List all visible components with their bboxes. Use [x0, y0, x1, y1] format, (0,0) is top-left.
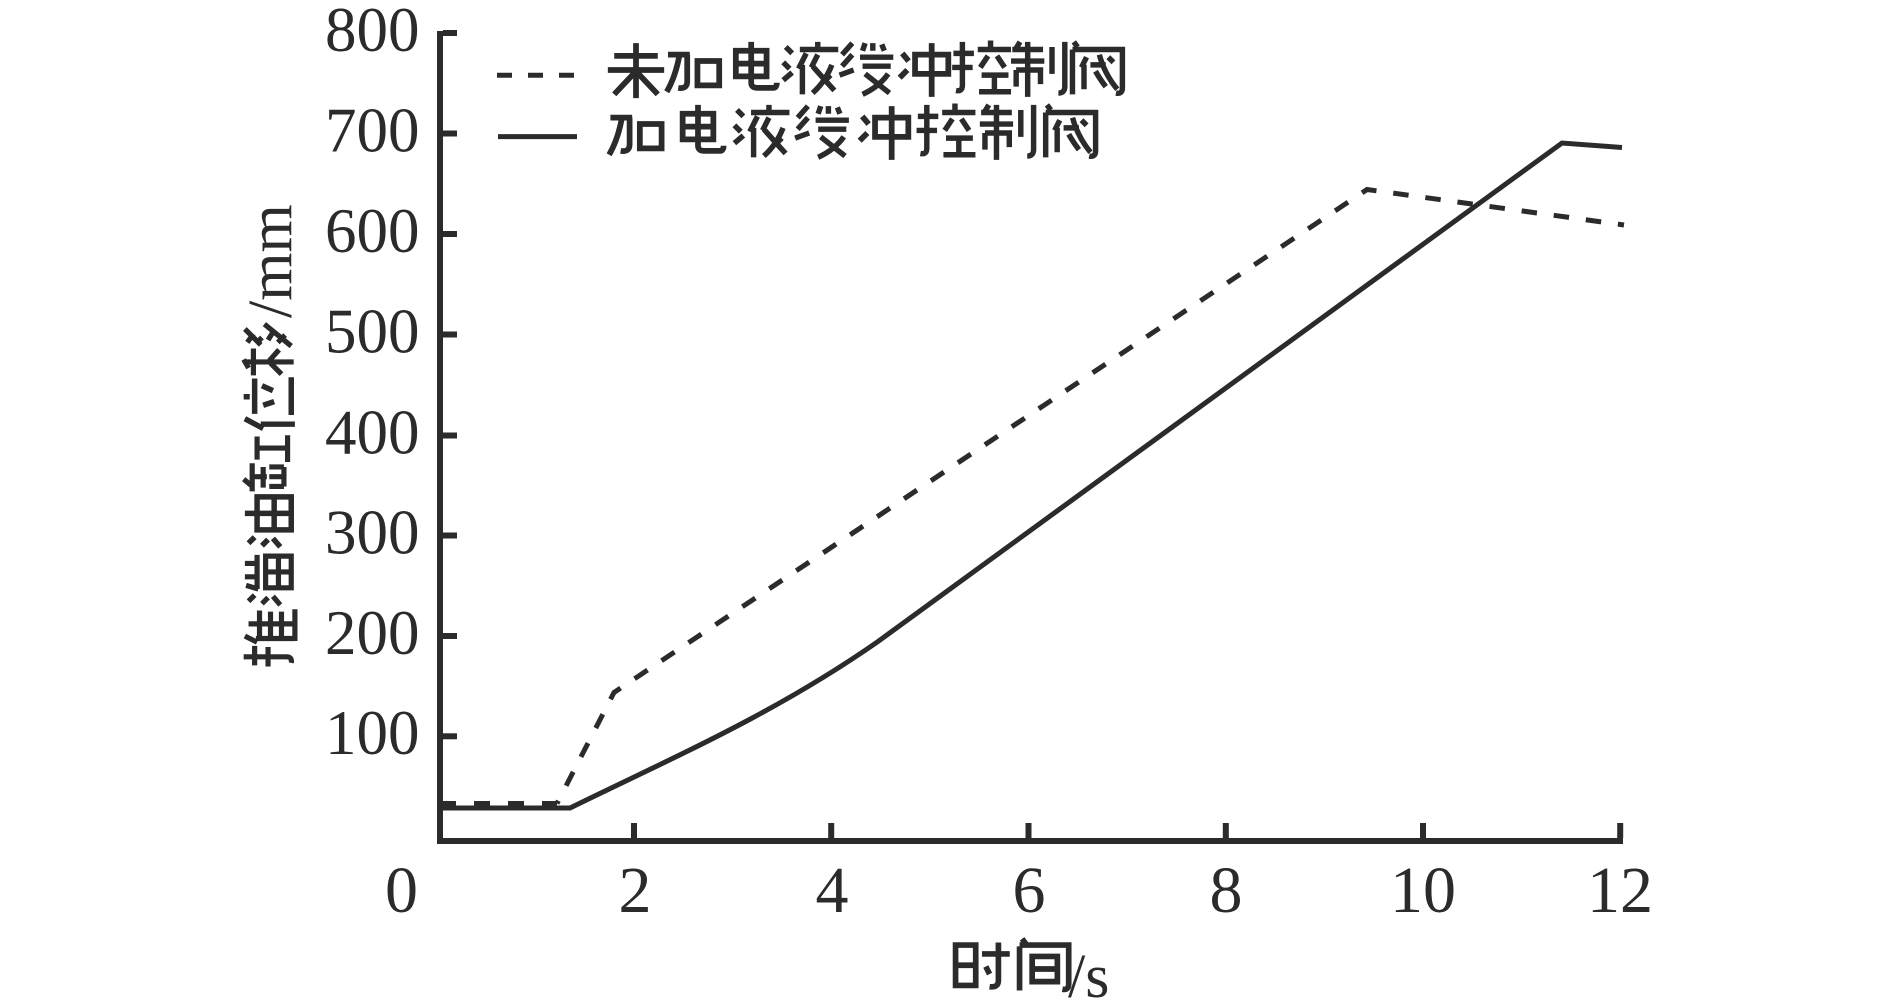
svg-text:0: 0 [385, 854, 418, 927]
svg-text:/s: /s [1068, 943, 1109, 1006]
svg-text:100: 100 [325, 698, 420, 768]
svg-text:200: 200 [325, 598, 420, 668]
svg-text:700: 700 [325, 95, 420, 165]
svg-text:600: 600 [325, 196, 420, 266]
svg-text:12: 12 [1587, 854, 1653, 927]
svg-text:2: 2 [619, 854, 652, 927]
svg-text:400: 400 [325, 397, 420, 467]
svg-text:8: 8 [1210, 854, 1243, 927]
svg-text:500: 500 [325, 296, 420, 366]
svg-text:10: 10 [1390, 854, 1456, 927]
svg-text:/mm: /mm [237, 204, 305, 318]
svg-text:800: 800 [325, 0, 420, 65]
svg-text:6: 6 [1013, 854, 1046, 927]
svg-text:4: 4 [816, 854, 849, 927]
svg-text:300: 300 [325, 497, 420, 567]
